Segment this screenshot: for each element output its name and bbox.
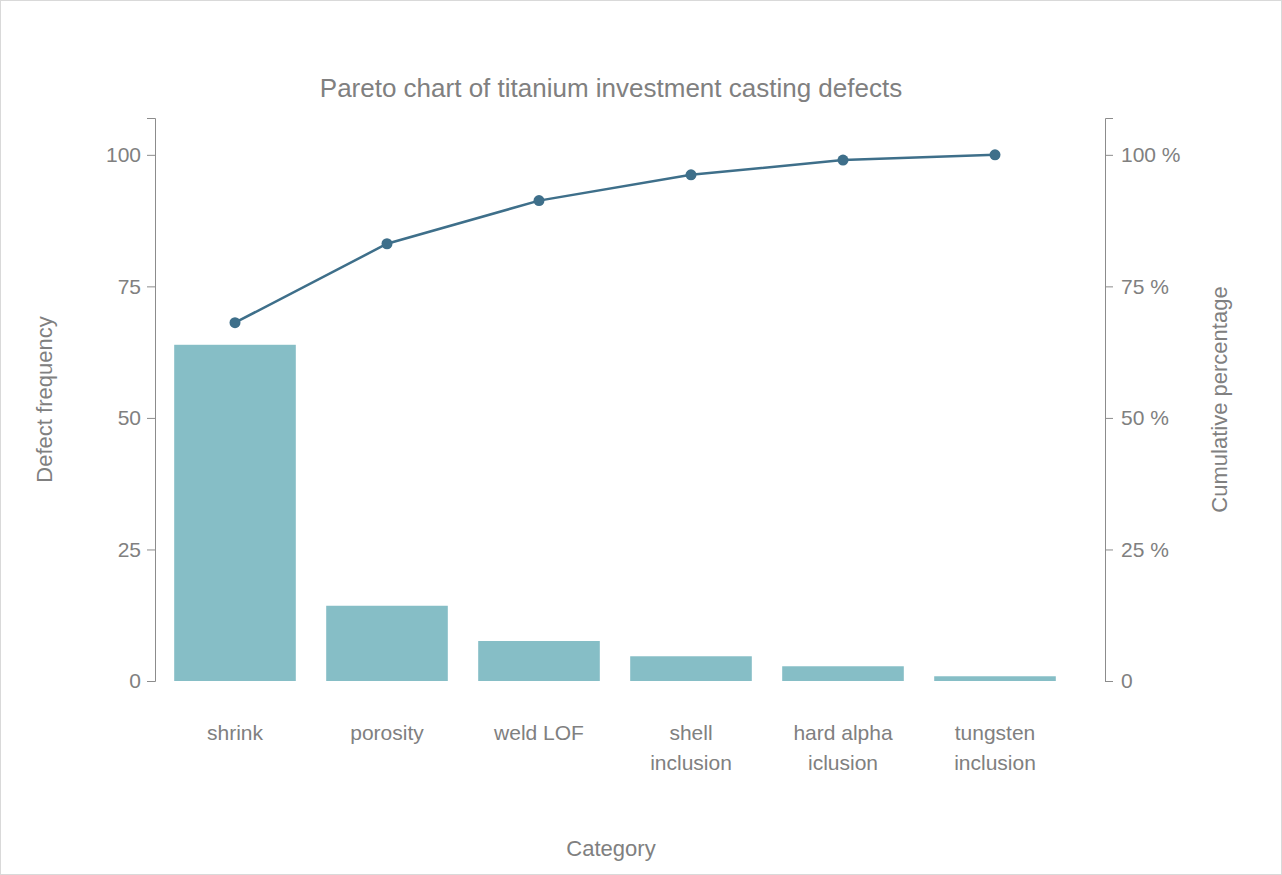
- x-axis: shrink porosity weld LOF shell inclusion hard…: [207, 721, 1036, 774]
- x-tick-label: hard alpha iclusion: [793, 721, 893, 774]
- x-tick-label-line: shell: [669, 721, 712, 744]
- x-tick-label-line: inclusion: [954, 751, 1036, 774]
- x-tick-label-line: porosity: [350, 721, 424, 744]
- x-tick-label: shell inclusion: [650, 721, 732, 774]
- x-tick-label: shrink: [207, 721, 264, 744]
- y2-axis-line: [1106, 119, 1114, 682]
- x-tick-label: tungsten inclusion: [954, 721, 1036, 774]
- bar: [478, 641, 600, 681]
- y-tick-mark: [147, 681, 155, 682]
- x-tick-label-line: tungsten: [955, 721, 1036, 744]
- y-tick-mark: [147, 155, 155, 156]
- y2-tick-label: 25 %: [1121, 538, 1169, 561]
- y2-tick-mark: [1105, 681, 1113, 682]
- cumulative-line: [235, 155, 995, 323]
- plot-area: [174, 149, 1056, 681]
- y2-axis-title: Cumulative percentage: [1207, 286, 1232, 512]
- y-tick-label: 100: [106, 143, 141, 166]
- y-tick-mark: [147, 418, 155, 419]
- bar: [782, 666, 904, 681]
- x-tick: shrink: [207, 721, 264, 744]
- y-tick-label: 75: [118, 275, 141, 298]
- x-tick: tungsten inclusion: [954, 721, 1036, 774]
- x-axis-title: Category: [566, 836, 655, 861]
- y2-tick: 50 %: [1105, 406, 1169, 429]
- y2-tick-label: 75 %: [1121, 275, 1169, 298]
- bars: [174, 345, 1056, 681]
- x-tick: weld LOF: [493, 721, 584, 744]
- y-tick: 50: [118, 406, 155, 429]
- markers: [230, 149, 1001, 328]
- marker: [686, 169, 697, 180]
- y2-tick-label: 0: [1121, 669, 1133, 692]
- x-tick-label: porosity: [350, 721, 424, 744]
- y2-tick-label: 50 %: [1121, 406, 1169, 429]
- y2-tick: 75 %: [1105, 275, 1169, 298]
- bar: [934, 676, 1056, 681]
- title: Pareto chart of titanium investment cast…: [320, 73, 902, 103]
- y-tick-mark: [147, 549, 155, 550]
- chart: Pareto chart of titanium investment cast…: [0, 0, 1282, 875]
- y-axis: 0 25 50 75 100: [106, 119, 156, 693]
- marker: [230, 317, 241, 328]
- y-tick-label: 25: [118, 538, 141, 561]
- bar: [174, 345, 296, 681]
- y-tick-label: 50: [118, 406, 141, 429]
- y2-axis: 0 25 % 50 % 75 % 100 %: [1105, 119, 1181, 693]
- y-tick-label: 0: [129, 669, 141, 692]
- y-tick: 75: [118, 275, 155, 298]
- x-tick-label: weld LOF: [493, 721, 584, 744]
- y2-tick-mark: [1105, 418, 1113, 419]
- x-tick-label-line: shrink: [207, 721, 264, 744]
- y2-tick: 0: [1105, 669, 1133, 692]
- y2-tick-mark: [1105, 286, 1113, 287]
- y-tick: 100: [106, 143, 155, 166]
- marker: [838, 155, 849, 166]
- y-axis-line: [147, 119, 156, 682]
- background: [1, 1, 1282, 875]
- y2-tick: 100 %: [1105, 143, 1181, 166]
- y-axis-title: Defect frequency: [32, 316, 57, 482]
- y-tick: 25: [118, 538, 155, 561]
- marker: [534, 195, 545, 206]
- y2-tick-mark: [1105, 155, 1113, 156]
- x-tick: shell inclusion: [650, 721, 732, 774]
- bar: [326, 606, 448, 681]
- y2-tick-label: 100 %: [1121, 143, 1181, 166]
- y2-tick-mark: [1105, 549, 1113, 550]
- x-tick-label-line: weld LOF: [493, 721, 584, 744]
- x-tick-label-line: iclusion: [808, 751, 878, 774]
- marker: [990, 149, 1001, 160]
- y-tick-mark: [147, 286, 155, 287]
- marker: [382, 238, 393, 249]
- y-tick: 0: [129, 669, 155, 692]
- x-tick-label-line: inclusion: [650, 751, 732, 774]
- x-tick: porosity: [350, 721, 424, 744]
- bar: [630, 656, 752, 681]
- x-tick: hard alpha iclusion: [793, 721, 893, 774]
- x-tick-label-line: hard alpha: [793, 721, 893, 744]
- y2-tick: 25 %: [1105, 538, 1169, 561]
